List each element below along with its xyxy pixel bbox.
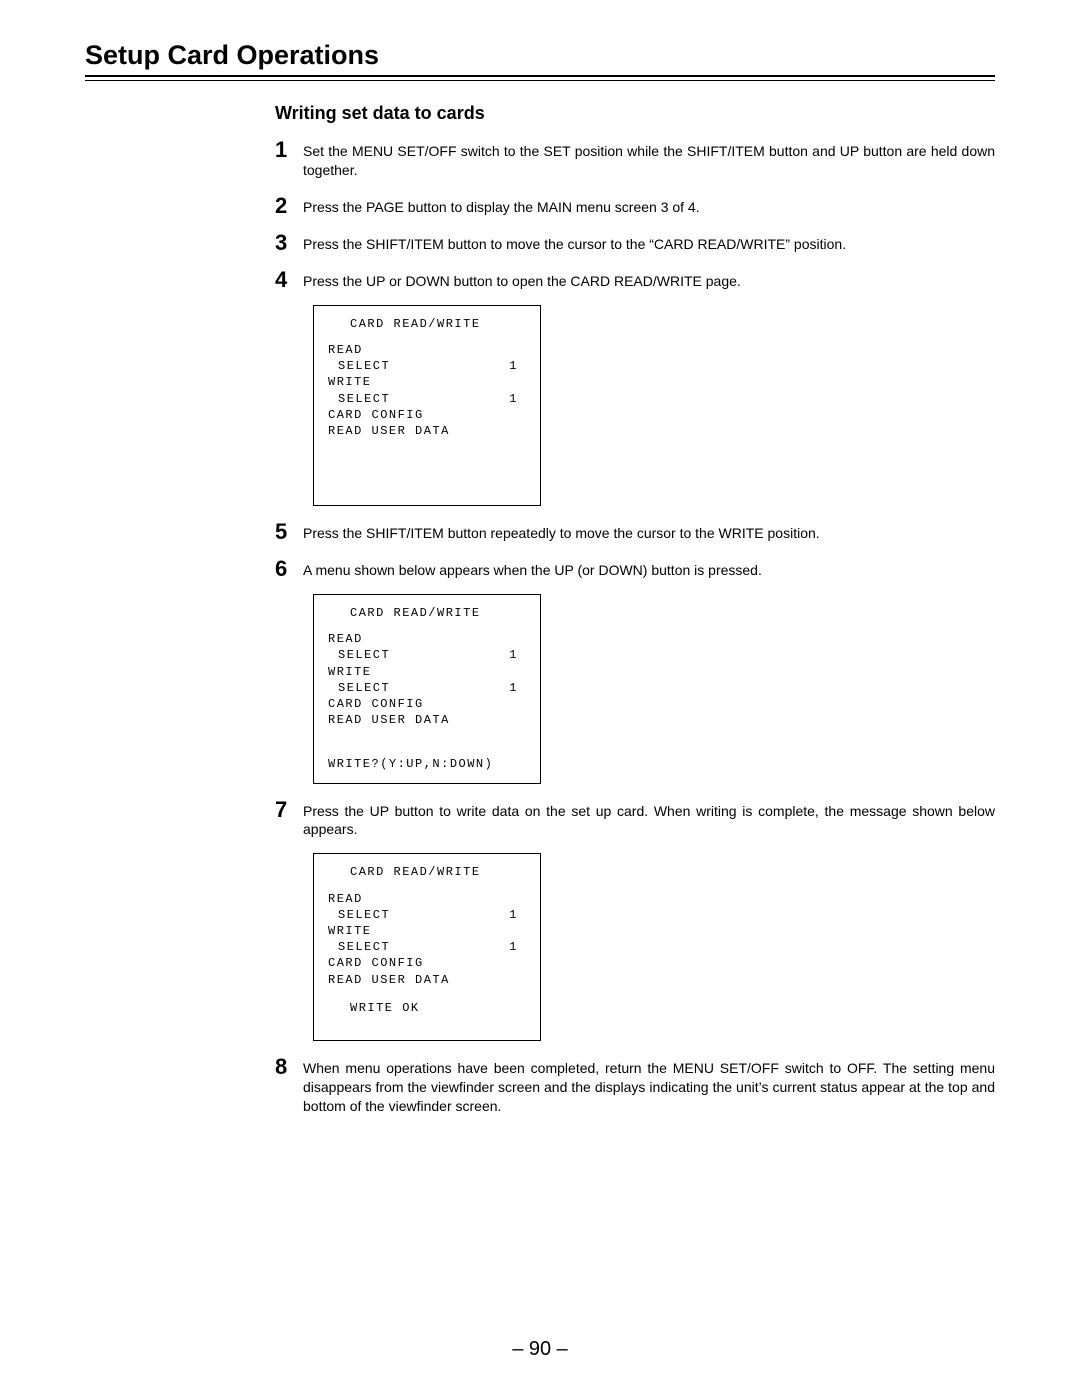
screen-prompt: WRITE?(Y:UP,N:DOWN) — [328, 756, 526, 772]
step-6: 6 A menu shown below appears when the UP… — [275, 557, 995, 580]
step-text: A menu shown below appears when the UP (… — [303, 557, 995, 580]
screen-select-label: SELECT — [328, 391, 390, 407]
screen-select-label: SELECT — [328, 680, 390, 696]
lcd-screen-1: CARD READ/WRITE READ SELECT 1 WRITE SELE… — [313, 305, 541, 506]
step-text: Press the UP or DOWN button to open the … — [303, 268, 995, 291]
screen-select-value: 1 — [509, 647, 526, 663]
screen-line-read-user: READ USER DATA — [328, 972, 526, 988]
step-text: Set the MENU SET/OFF switch to the SET p… — [303, 138, 995, 180]
step-3: 3 Press the SHIFT/ITEM button to move th… — [275, 231, 995, 254]
step-7: 7 Press the UP button to write data on t… — [275, 798, 995, 840]
step-text: Press the PAGE button to display the MAI… — [303, 194, 995, 217]
screen-line-card-config: CARD CONFIG — [328, 696, 526, 712]
screen-line-read: READ — [328, 631, 526, 647]
screen-select-value: 1 — [509, 939, 526, 955]
step-text: Press the SHIFT/ITEM button to move the … — [303, 231, 995, 254]
step-number: 4 — [275, 268, 303, 291]
screen-select-label: SELECT — [328, 939, 390, 955]
lcd-screen-3: CARD READ/WRITE READ SELECT 1 WRITE SELE… — [313, 853, 541, 1041]
step-1: 1 Set the MENU SET/OFF switch to the SET… — [275, 138, 995, 180]
screen-line-read: READ — [328, 342, 526, 358]
step-2: 2 Press the PAGE button to display the M… — [275, 194, 995, 217]
screen-select-value: 1 — [509, 358, 526, 374]
screen-line-select2: SELECT 1 — [328, 939, 526, 955]
screen-select-value: 1 — [509, 391, 526, 407]
screen-line-select: SELECT 1 — [328, 358, 526, 374]
step-text: Press the SHIFT/ITEM button repeatedly t… — [303, 520, 995, 543]
screen-line-select: SELECT 1 — [328, 647, 526, 663]
step-number: 6 — [275, 557, 303, 580]
step-number: 5 — [275, 520, 303, 543]
screen-title: CARD READ/WRITE — [328, 864, 526, 880]
screen-select-value: 1 — [509, 907, 526, 923]
screen-title: CARD READ/WRITE — [328, 605, 526, 621]
screen-select-label: SELECT — [328, 907, 390, 923]
step-number: 3 — [275, 231, 303, 254]
step-number: 2 — [275, 194, 303, 217]
screen-line-card-config: CARD CONFIG — [328, 955, 526, 971]
screen-line-write: WRITE — [328, 664, 526, 680]
lcd-screen-2: CARD READ/WRITE READ SELECT 1 WRITE SELE… — [313, 594, 541, 784]
screen-line-read-user: READ USER DATA — [328, 712, 526, 728]
step-5: 5 Press the SHIFT/ITEM button repeatedly… — [275, 520, 995, 543]
page-number: – 90 – — [0, 1338, 1080, 1361]
screen-line-card-config: CARD CONFIG — [328, 407, 526, 423]
page: Setup Card Operations Writing set data t… — [0, 0, 1080, 1397]
content-area: Writing set data to cards 1 Set the MENU… — [85, 81, 995, 1116]
screen-select-label: SELECT — [328, 358, 390, 374]
screen-write-ok: WRITE OK — [328, 1000, 526, 1016]
screen-line-read-user: READ USER DATA — [328, 423, 526, 439]
step-number: 1 — [275, 138, 303, 161]
screen-line-select2: SELECT 1 — [328, 391, 526, 407]
screen-line-write: WRITE — [328, 374, 526, 390]
section-heading: Writing set data to cards — [275, 103, 995, 124]
screen-select-value: 1 — [509, 680, 526, 696]
screen-line-select2: SELECT 1 — [328, 680, 526, 696]
step-8: 8 When menu operations have been complet… — [275, 1055, 995, 1116]
step-text: Press the UP button to write data on the… — [303, 798, 995, 840]
step-text: When menu operations have been completed… — [303, 1055, 995, 1116]
screen-title: CARD READ/WRITE — [328, 316, 526, 332]
step-number: 7 — [275, 798, 303, 821]
screen-select-label: SELECT — [328, 647, 390, 663]
screen-line-select: SELECT 1 — [328, 907, 526, 923]
screen-line-write: WRITE — [328, 923, 526, 939]
step-4: 4 Press the UP or DOWN button to open th… — [275, 268, 995, 291]
step-number: 8 — [275, 1055, 303, 1078]
page-title: Setup Card Operations — [85, 40, 995, 71]
screen-line-read: READ — [328, 891, 526, 907]
